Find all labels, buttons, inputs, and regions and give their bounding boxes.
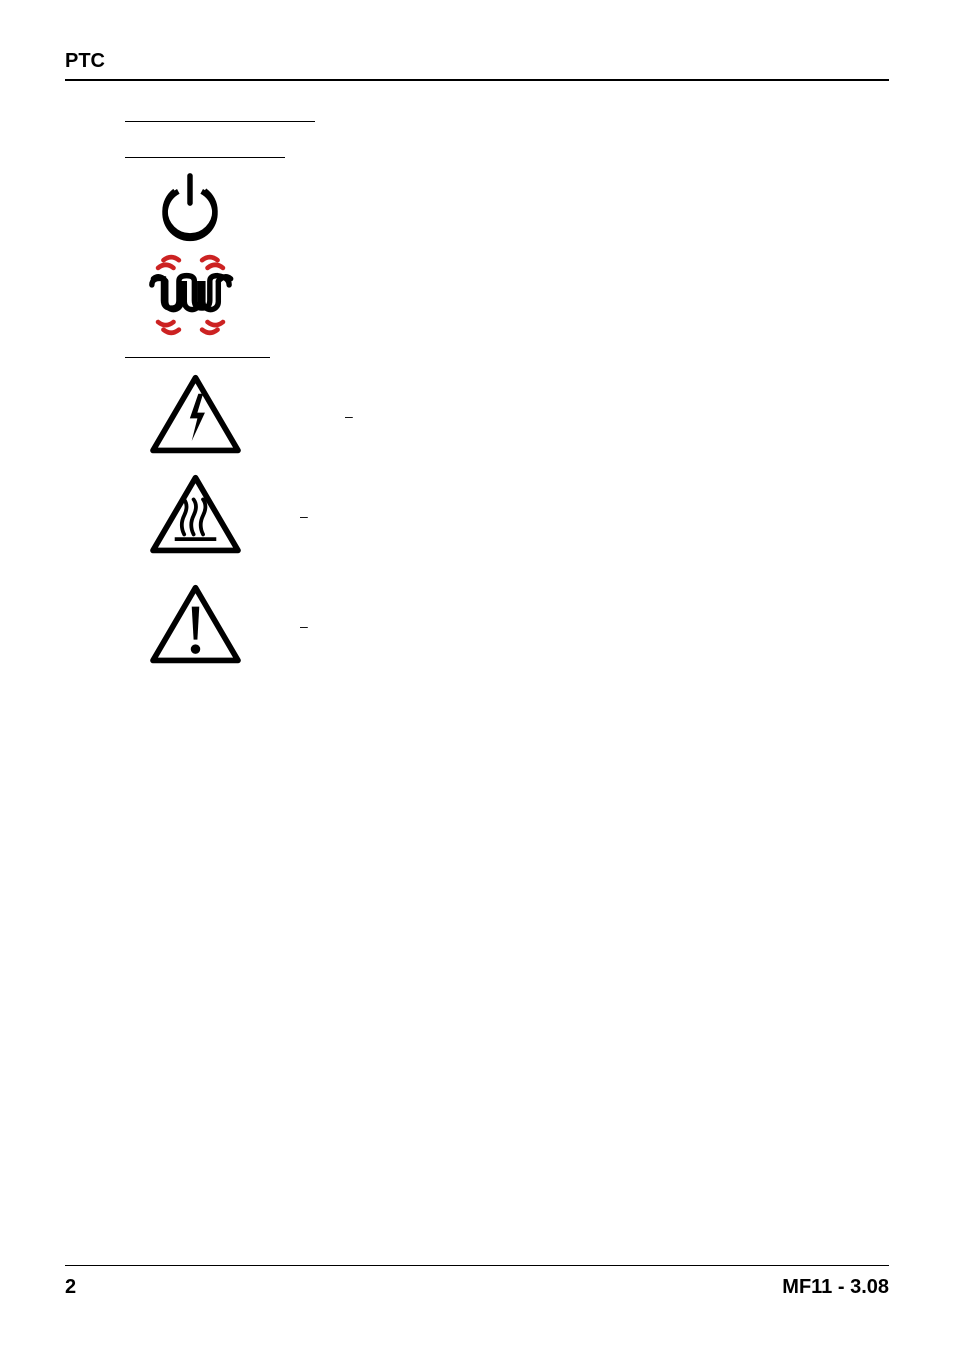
power-icon bbox=[135, 168, 245, 246]
warning-row-general: – bbox=[140, 583, 889, 668]
page-header: PTC bbox=[65, 50, 889, 81]
warning-row-hot: – bbox=[140, 473, 889, 558]
section-rule-2 bbox=[125, 157, 285, 158]
warning-row-electric: – bbox=[140, 373, 889, 458]
icon-row-heating bbox=[135, 254, 889, 339]
electric-hazard-icon bbox=[140, 373, 250, 458]
dash-text: – bbox=[300, 508, 308, 524]
icon-row-power bbox=[135, 168, 889, 246]
header-title: PTC bbox=[65, 50, 889, 73]
section-rule-3 bbox=[125, 357, 270, 358]
general-warning-icon bbox=[140, 583, 250, 668]
doc-reference: MF11 - 3.08 bbox=[782, 1276, 889, 1299]
dash-text: – bbox=[300, 618, 308, 634]
heating-coil-icon bbox=[135, 254, 245, 339]
dash-text: – bbox=[345, 408, 353, 424]
page-number: 2 bbox=[65, 1276, 76, 1299]
page-footer: 2 MF11 - 3.08 bbox=[65, 1265, 889, 1299]
hot-surface-icon bbox=[140, 473, 250, 558]
section-rule-1 bbox=[125, 121, 315, 122]
